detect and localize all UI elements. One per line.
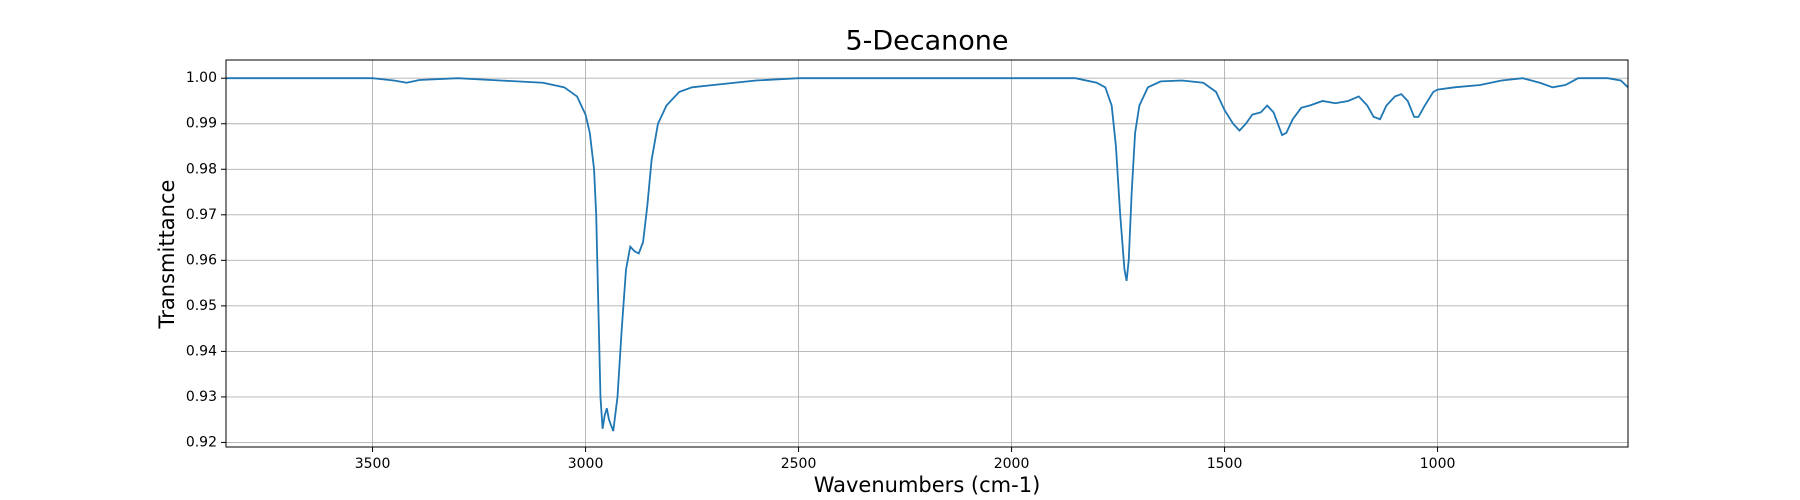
y-tick-label: 1.00 (186, 70, 217, 86)
y-tick-label: 0.98 (186, 161, 217, 177)
y-tick-label: 0.93 (186, 389, 217, 405)
y-tick-label: 0.99 (186, 116, 217, 132)
y-tick-label: 0.97 (186, 207, 217, 223)
y-tick-label: 0.95 (186, 298, 217, 314)
x-tick-label: 3500 (355, 456, 391, 472)
x-tick-label: 2000 (994, 456, 1030, 472)
y-tick-label: 0.94 (186, 343, 217, 359)
y-tick-label: 0.96 (186, 252, 217, 268)
y-axis-label: Transmittance (155, 180, 179, 330)
x-tick-label: 2500 (781, 456, 817, 472)
x-tick-label: 1000 (1420, 456, 1456, 472)
x-tick-label: 1500 (1207, 456, 1243, 472)
plot-frame (225, 59, 1629, 448)
spectrum-line (226, 77, 1629, 432)
y-tick-label: 0.92 (186, 434, 217, 450)
x-axis-label: Wavenumbers (cm-1) (814, 473, 1041, 497)
chart-title: 5-Decanone (845, 26, 1008, 57)
x-tick-label: 3000 (568, 456, 604, 472)
